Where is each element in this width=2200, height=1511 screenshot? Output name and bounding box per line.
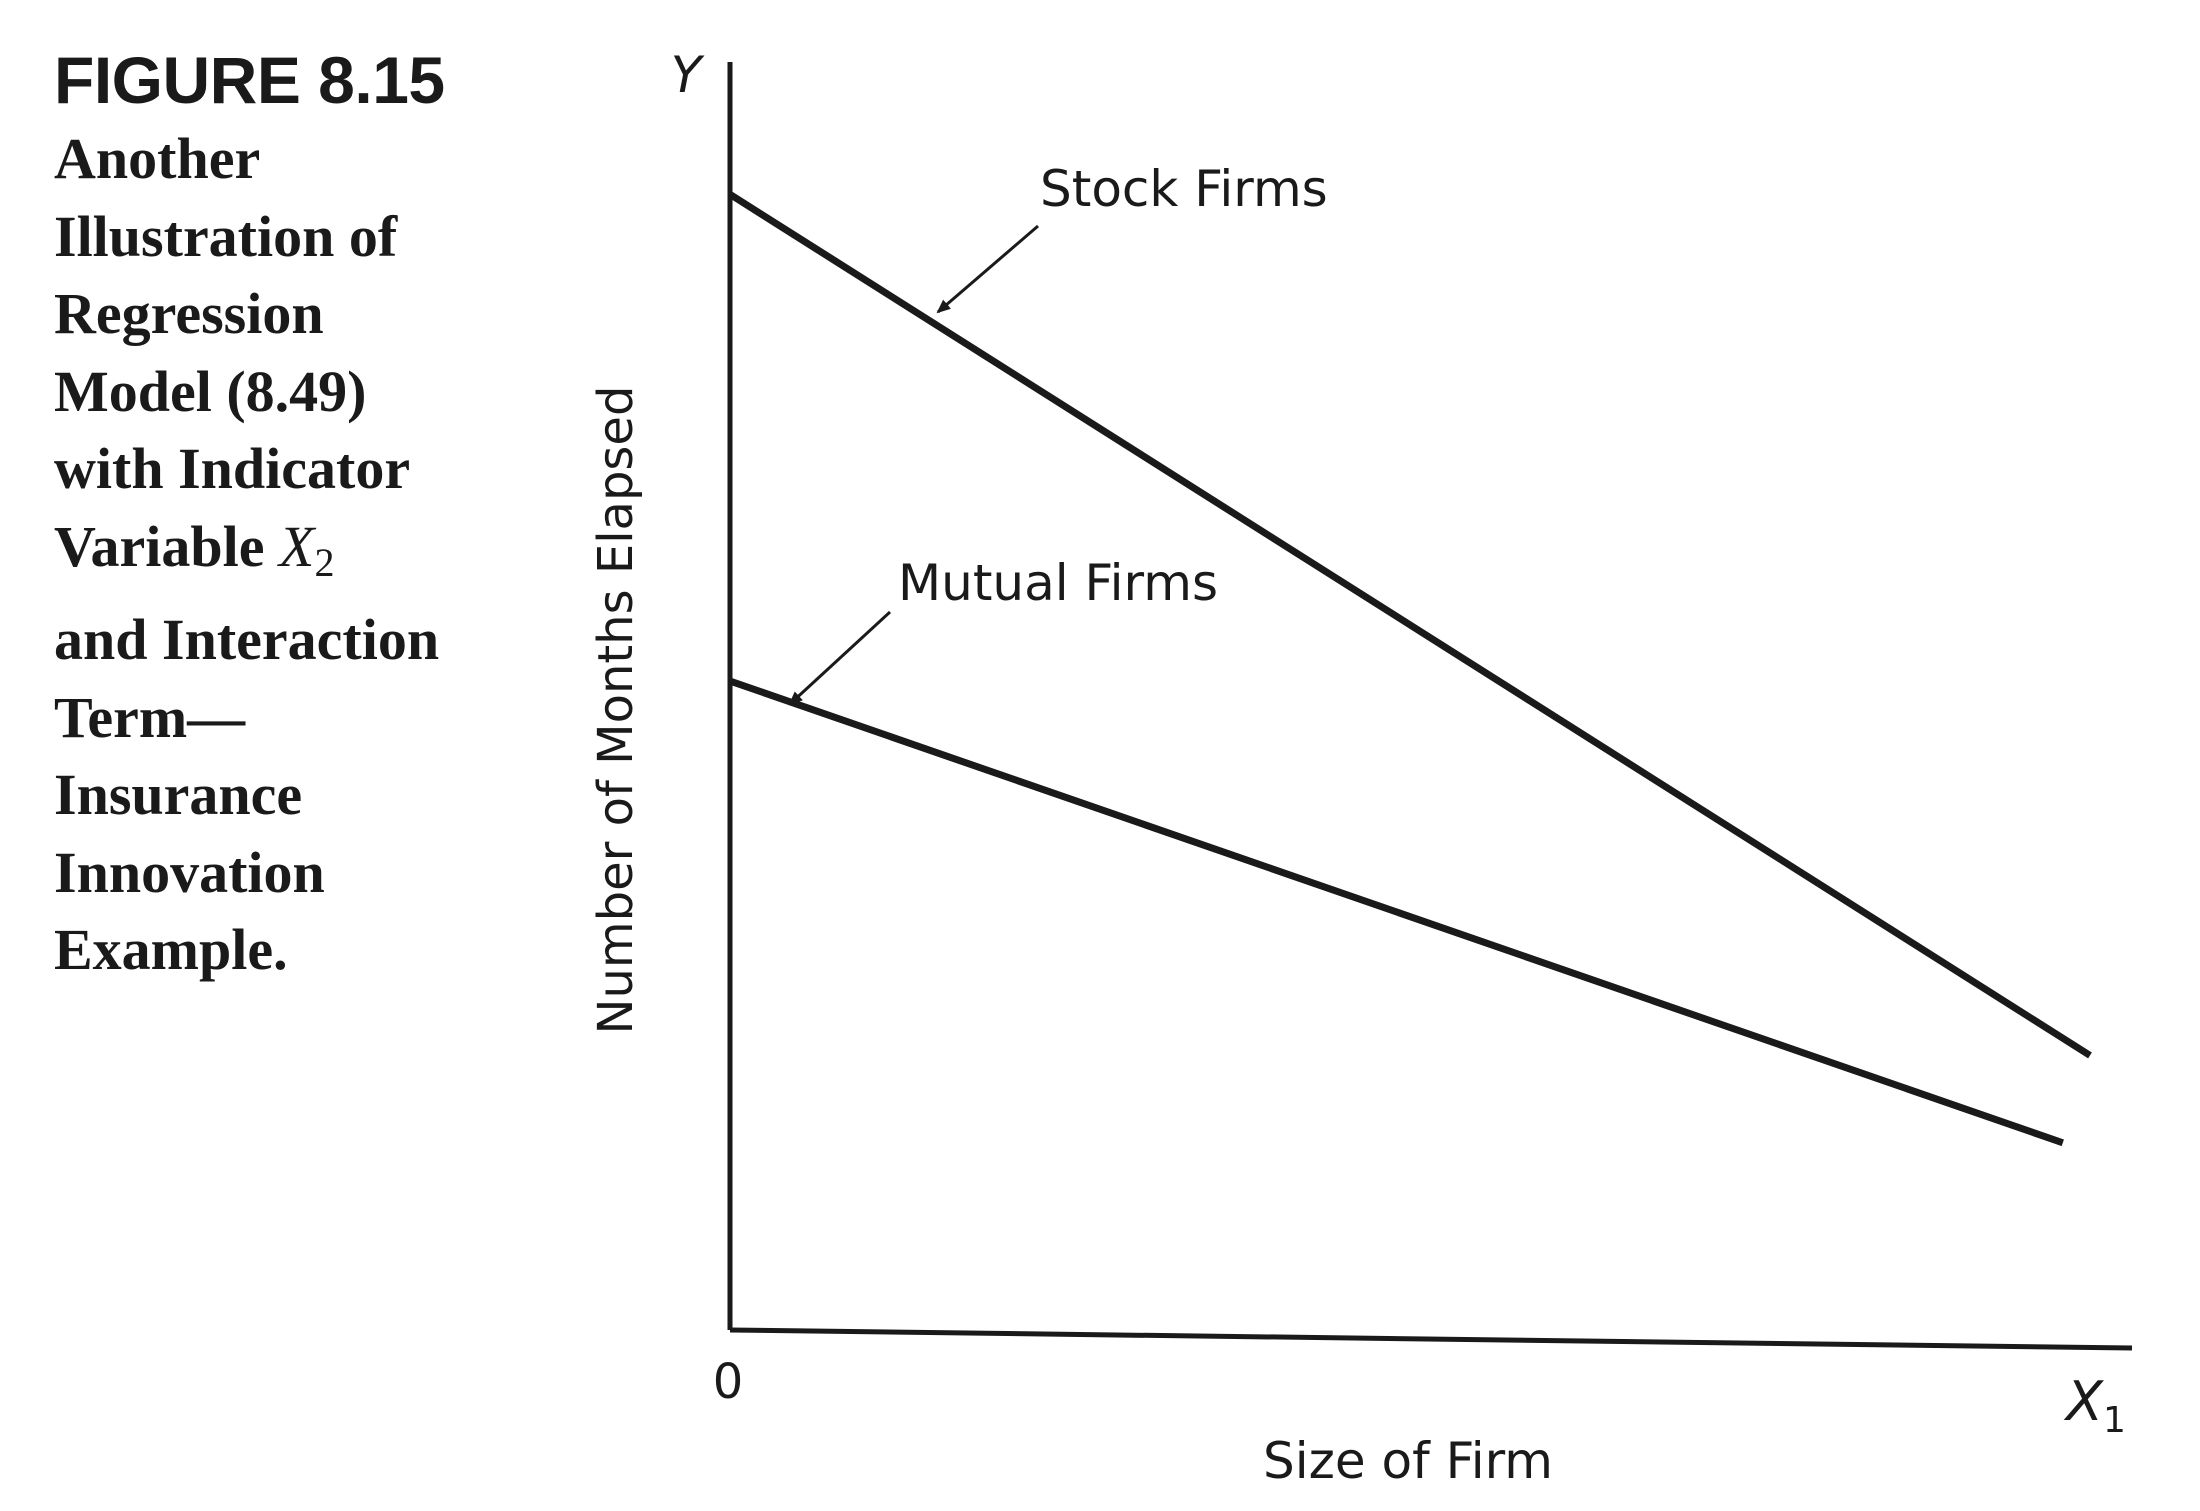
caption-line: Insurance (54, 762, 303, 827)
x-axis-symbol: X1 (2063, 1370, 2126, 1441)
series-line-mutual-firms (728, 677, 2064, 1147)
y-axis-symbol: Y (671, 46, 705, 104)
arrow-stock-firms (936, 224, 1039, 314)
caption-line-variable: Variable X2 (54, 508, 524, 602)
x-axis-symbol-letter: X (2063, 1370, 2104, 1433)
origin-label: 0 (713, 1354, 744, 1410)
caption-var-word: Variable (54, 513, 280, 579)
caption-line: Regression (54, 281, 324, 346)
series-label-mutual-firms: Mutual Firms (898, 554, 1218, 612)
x-axis (729, 1327, 2133, 1351)
figure-caption-block: FIGURE 8.15 Another Illustration of Regr… (54, 40, 524, 989)
caption-line: Another (54, 126, 261, 191)
caption-var-subscript: 2 (314, 539, 335, 585)
y-axis-label: Number of Months Elapsed (588, 386, 644, 1035)
series-label-stock-firms: Stock Firms (1040, 160, 1328, 218)
caption-line: Model (8.49) (54, 358, 367, 424)
caption-var-symbol: X (279, 513, 315, 579)
caption-line: Example. (54, 917, 288, 982)
caption-line: Illustration of (54, 203, 398, 269)
x-axis-symbol-subscript: 1 (2103, 1400, 2126, 1441)
caption-line: and Interaction (54, 607, 440, 672)
arrow-mutual-firms (788, 610, 892, 706)
caption-line: Term— (54, 684, 246, 750)
x-axis-label: Size of Firm (1263, 1432, 1553, 1490)
figure-caption: Another Illustration of Regression Model… (54, 120, 524, 989)
series-line-stock-firms (728, 191, 2092, 1059)
caption-line: Innovation (54, 839, 325, 905)
figure-number: FIGURE 8.15 (54, 43, 445, 117)
caption-line: with Indicator (54, 436, 411, 501)
